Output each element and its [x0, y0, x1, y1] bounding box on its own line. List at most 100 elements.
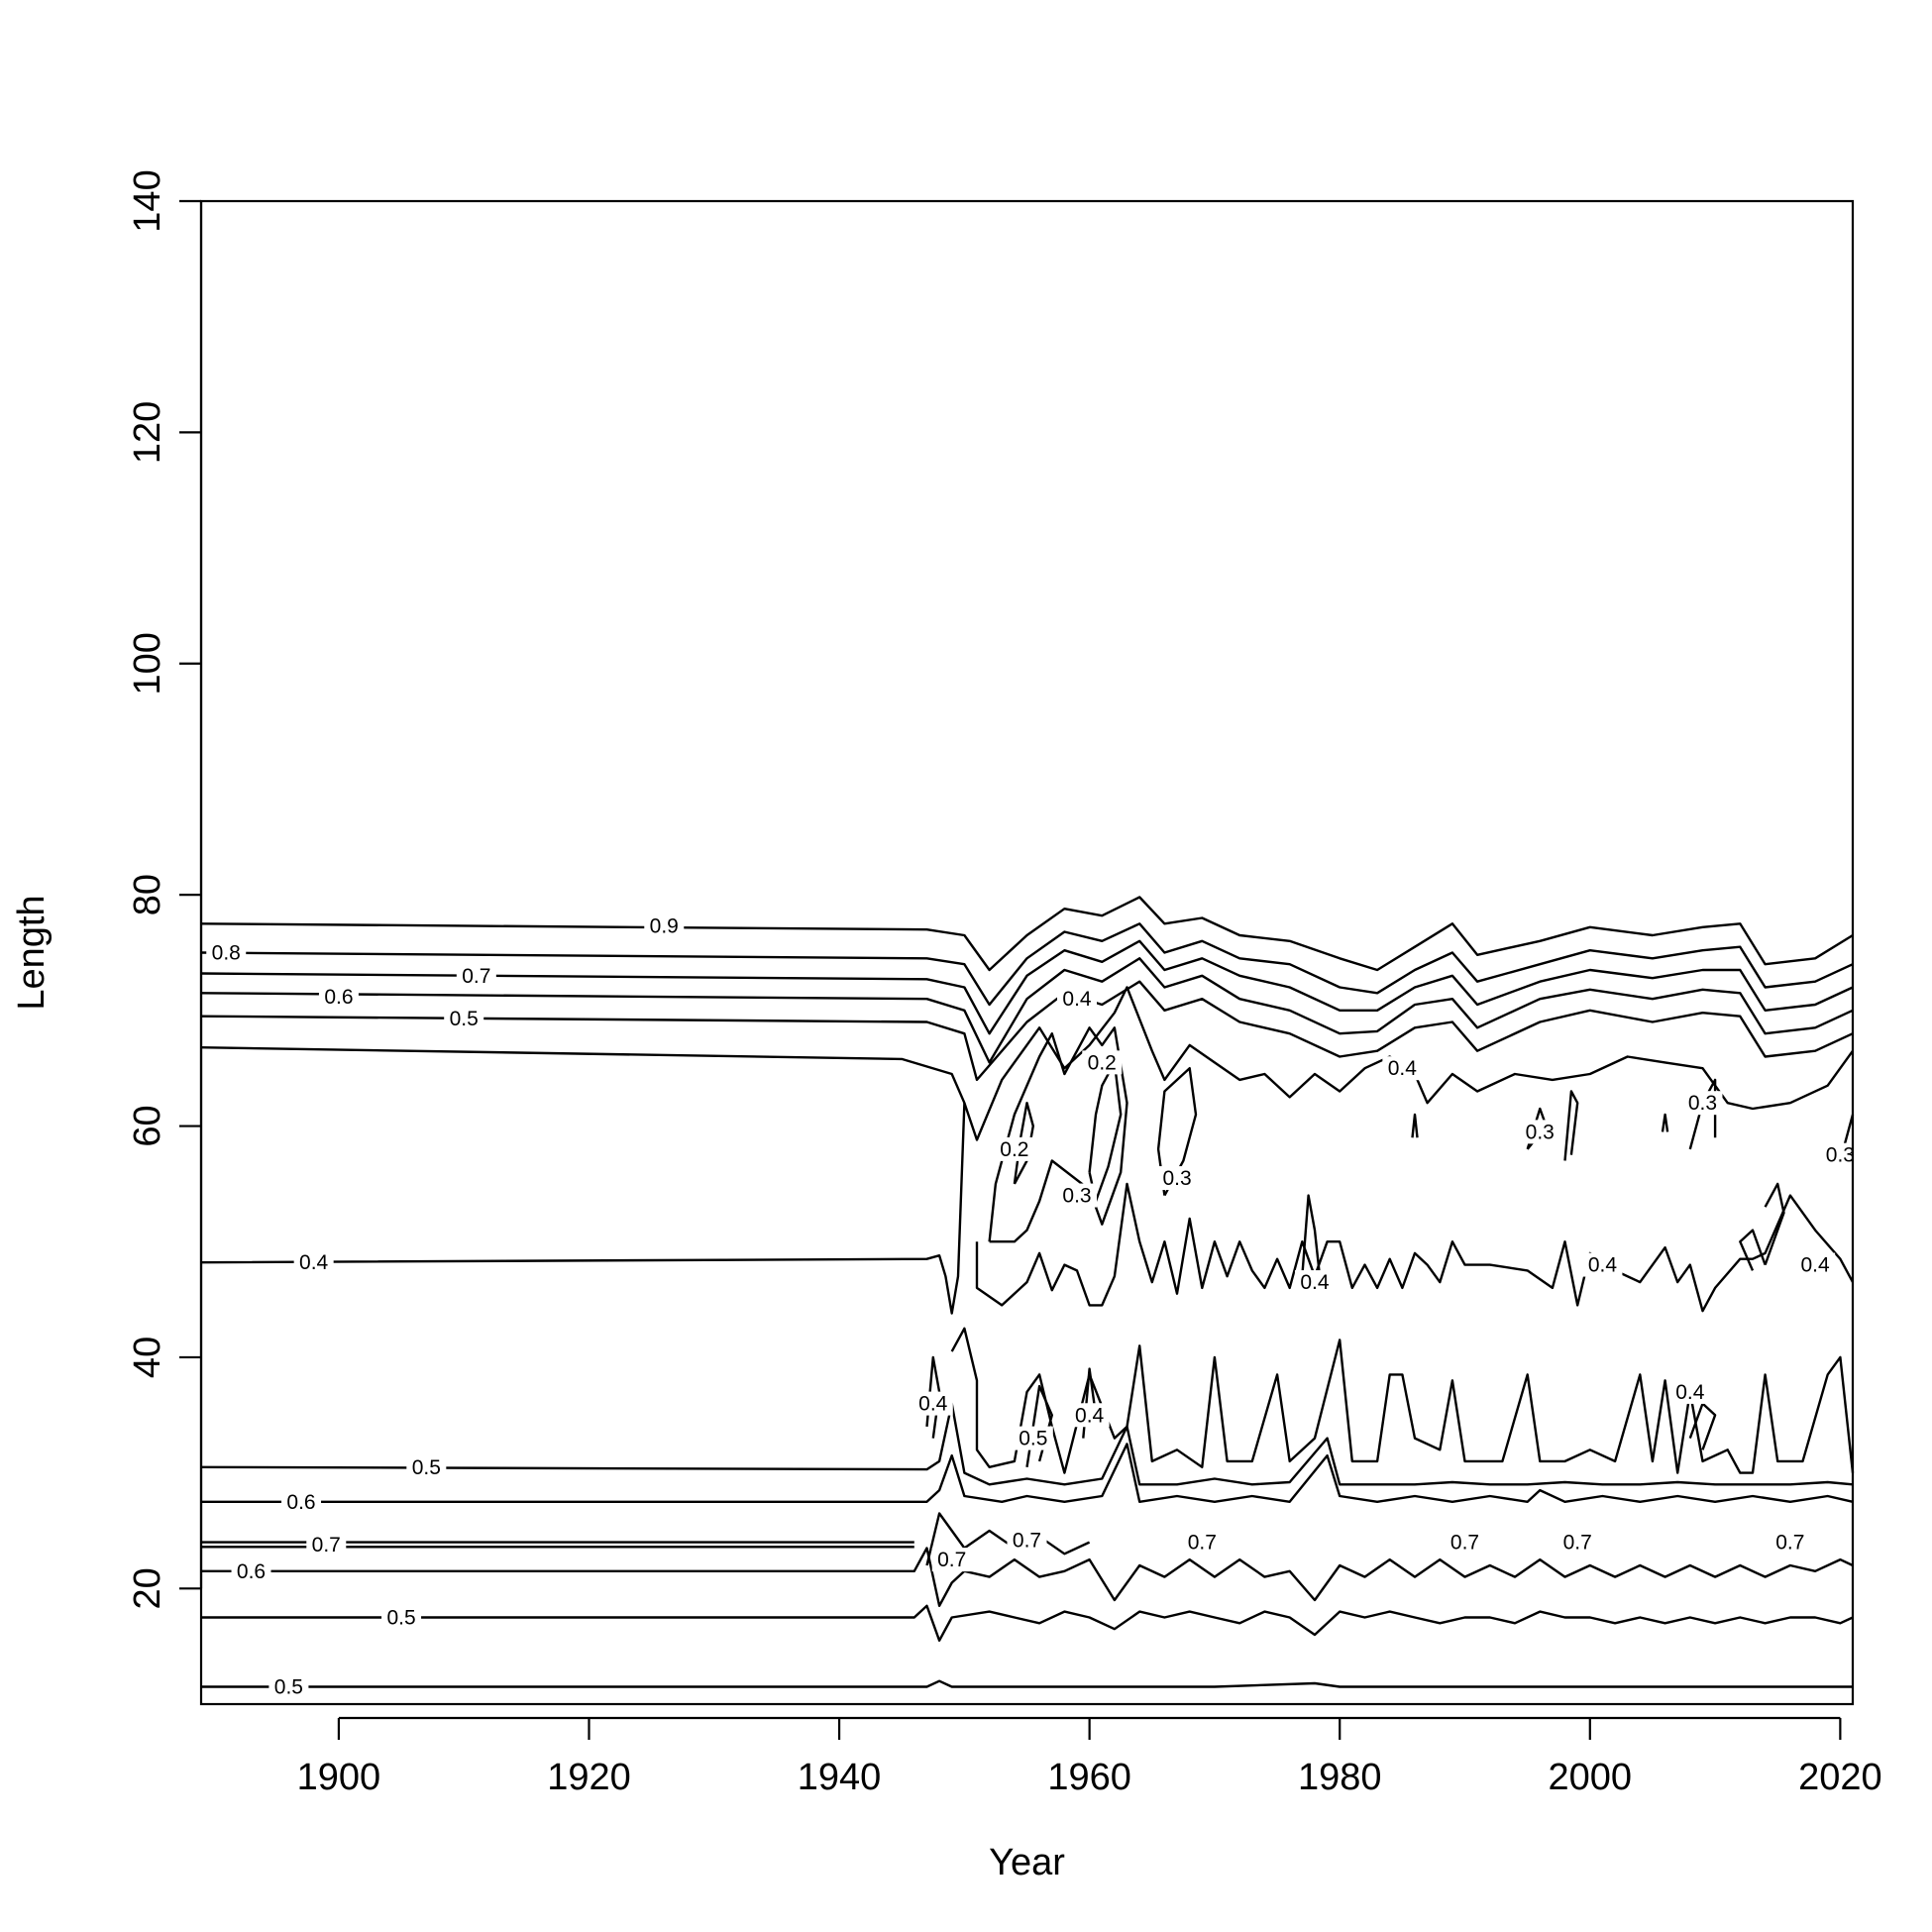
contour-label: 0.4 [1801, 1254, 1831, 1277]
contour-line-0_3 [1156, 1066, 1198, 1197]
contour-label-bg [931, 1548, 972, 1572]
contour-label-bg [644, 913, 685, 938]
contour-label: 0.3 [1826, 1144, 1855, 1167]
contour-label: 0.6 [324, 986, 353, 1009]
y-tick-label: 20 [127, 1567, 168, 1609]
contour-label: 0.9 [650, 915, 679, 938]
contour-line-0_8 [200, 922, 1854, 1007]
contour-label-bg [444, 1007, 484, 1031]
contour-line-0_7 [925, 1512, 1091, 1566]
contour-label-bg [994, 1136, 1034, 1161]
contour-label: 0.5 [412, 1456, 441, 1479]
contour-label: 0.7 [1188, 1532, 1217, 1555]
contour-label-bg [1669, 1379, 1710, 1404]
contour-label-bg [206, 940, 247, 965]
contour-label: 0.4 [1388, 1057, 1418, 1080]
contour-label: 0.8 [212, 942, 241, 965]
contour-label-bg [1382, 1056, 1423, 1081]
contour-label-bg [912, 1391, 953, 1416]
contour-label-bg [1445, 1530, 1485, 1555]
contour-label: 0.7 [1013, 1529, 1041, 1552]
contour-label: 0.4 [299, 1251, 329, 1274]
contour-line-0_3 [1411, 1113, 1419, 1138]
y-tick-label: 120 [127, 401, 168, 464]
contour-label-bg [1520, 1120, 1560, 1144]
contour-label: 0.6 [286, 1491, 315, 1514]
contour-label-bg [456, 963, 496, 988]
contour-label: 0.7 [1450, 1532, 1479, 1555]
contour-label-bg [1682, 1091, 1723, 1116]
contour-line-0_6 [201, 1547, 1854, 1608]
contour-label-bg [1013, 1426, 1053, 1450]
contour-line-0_3 [1661, 1113, 1669, 1132]
contour-label: 0.2 [1000, 1138, 1028, 1161]
contour-label: 0.4 [918, 1393, 948, 1416]
contour-label: 0.3 [1526, 1121, 1555, 1143]
contour-label-bg [318, 984, 359, 1009]
contour-line-0_3 [988, 1026, 1128, 1243]
contour-labels: 0.9 0.8 0.7 0.6 0.5 0.4 0.4 0.2 0.2 0.3 0.3 0.4 0.3 0… [206, 913, 1861, 1699]
contour-label-bg [1007, 1528, 1047, 1553]
contour-line-0_5 [201, 1604, 1854, 1643]
contour-lines [200, 896, 1855, 1688]
y-tick-label: 140 [127, 169, 168, 232]
contour-line-0_4 [1739, 1229, 1767, 1271]
contour-label: 0.5 [386, 1606, 415, 1629]
contour-line-0_5 [201, 1679, 1853, 1688]
contour-line-0_7 [200, 939, 1854, 1035]
y-tick-label: 80 [127, 874, 168, 915]
contour-label: 0.7 [312, 1534, 341, 1556]
x-tick-label: 1980 [1298, 1757, 1382, 1798]
contour-line-0_5 [200, 1402, 1854, 1486]
contour-label: 0.4 [1300, 1271, 1330, 1294]
contour-label: 0.5 [274, 1675, 303, 1698]
contour-line-0_4 [1764, 1182, 1785, 1266]
y-tick-label: 60 [127, 1105, 168, 1146]
x-tick-label: 1920 [547, 1757, 631, 1798]
contour-label-bg [1182, 1530, 1223, 1555]
x-tick-label: 1940 [798, 1757, 882, 1798]
contour-label-bg [1294, 1270, 1335, 1295]
contour-label-bg [1157, 1166, 1198, 1191]
x-tick-label: 2020 [1798, 1757, 1882, 1798]
contour-label-bg [1069, 1403, 1110, 1428]
contour-label: 0.3 [1688, 1092, 1717, 1115]
x-axis-title: Year [989, 1842, 1065, 1883]
contour-label-bg [306, 1532, 347, 1556]
contour-line-0_5 [950, 1327, 1855, 1474]
contour-label-bg [1057, 1183, 1098, 1208]
contour-line-0_5 [200, 980, 1854, 1082]
contour-label-bg [293, 1250, 334, 1275]
x-tick-label: 1960 [1047, 1757, 1131, 1798]
y-axis-title: Length [11, 895, 53, 1010]
contour-label-bg [1795, 1252, 1836, 1277]
contour-label-bg [406, 1454, 447, 1479]
y-axis: 20 40 60 80 100 120 140 [127, 169, 203, 1609]
contour-label-bg [1082, 1050, 1123, 1075]
contour-line-0_6 [200, 957, 1854, 1064]
contour-line-0_9 [200, 896, 1854, 972]
contour-label: 0.7 [1775, 1532, 1804, 1555]
contour-label-bg [1770, 1530, 1810, 1555]
contour-label-bg [1557, 1530, 1598, 1555]
contour-label: 0.4 [1075, 1404, 1105, 1427]
contour-label: 0.5 [450, 1008, 479, 1030]
contour-label: 0.4 [1675, 1381, 1705, 1404]
contour-label: 0.4 [1588, 1254, 1618, 1277]
contour-label: 0.2 [1088, 1051, 1117, 1074]
contour-label-bg [231, 1558, 271, 1583]
contour-label: 0.6 [237, 1560, 266, 1583]
contour-label: 0.5 [1019, 1428, 1047, 1450]
contour-label-bg [1582, 1252, 1623, 1277]
contour-line-0_4 [975, 1182, 1855, 1313]
y-tick-label: 40 [127, 1337, 168, 1378]
contour-label-bg [281, 1489, 322, 1514]
contour-label: 0.7 [1563, 1532, 1592, 1555]
contour-label: 0.3 [1162, 1167, 1191, 1190]
contour-label: 0.3 [1062, 1185, 1091, 1208]
contour-line-0_4 [200, 986, 1854, 1141]
contour-line-0_6 [201, 1443, 1854, 1504]
contour-label-bg [381, 1605, 422, 1630]
contour-line-0_5 [1688, 1402, 1717, 1450]
